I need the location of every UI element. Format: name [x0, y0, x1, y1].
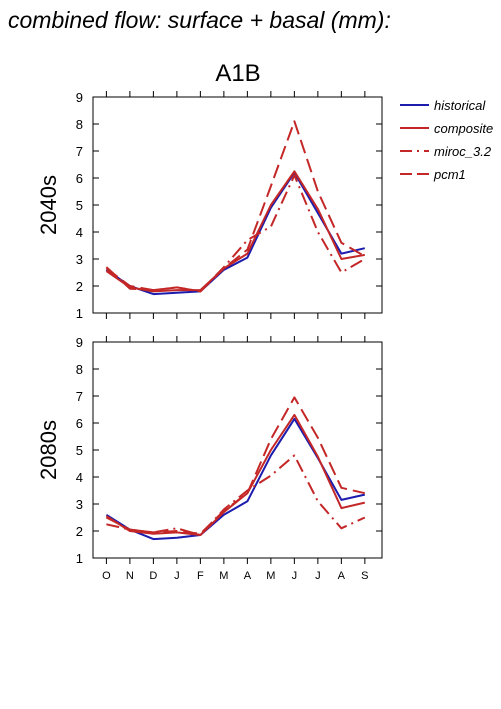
panel-title: A1B	[215, 60, 260, 87]
legend-label-composite: composite	[434, 121, 493, 136]
y-tick-label: 5	[76, 198, 83, 213]
series-line-composite	[105, 413, 366, 536]
series-line-composite	[105, 170, 365, 293]
x-tick-label: D	[149, 570, 157, 582]
legend-label-pcm1: pcm1	[433, 167, 466, 182]
x-tick-label: A	[338, 570, 346, 582]
chart-panel-2040s: 1 2 3 4 5 6 7 8 9	[76, 90, 383, 321]
y-tick-label: 4	[76, 225, 83, 240]
row-label-top: 2040s	[36, 175, 61, 235]
y-tick-label: 2	[76, 524, 83, 539]
page-title: combined flow: surface + basal (mm):	[8, 7, 391, 33]
y-tick-label: 6	[76, 171, 83, 186]
y-tick-label: 1	[76, 306, 83, 321]
row-label-bottom: 2080s	[36, 420, 61, 480]
series-line-pcm1	[105, 396, 366, 535]
y-tick-label: 8	[76, 117, 83, 132]
series-line-historical	[105, 417, 366, 541]
series-line-miroc-3-2	[106, 454, 366, 536]
y-tick-label: 2	[76, 279, 83, 294]
x-tick-label: J	[174, 570, 180, 582]
legend-label-miroc-3-2: miroc_3.2	[434, 144, 492, 159]
plot-frame	[92, 96, 383, 314]
x-tick-label: F	[197, 570, 204, 582]
x-tick-label: S	[361, 570, 368, 582]
y-tick-label: 9	[76, 335, 83, 350]
y-tick-label: 3	[76, 252, 83, 267]
y-tick-label: 5	[76, 443, 83, 458]
x-tick-label: O	[102, 570, 111, 582]
y-tick-label: 6	[76, 416, 83, 431]
y-tick-label: 4	[76, 470, 83, 485]
x-tick-label: J	[292, 570, 298, 582]
series-line-pcm1	[105, 120, 366, 293]
y-tick-label: 9	[76, 90, 83, 105]
x-tick-label: M	[219, 570, 228, 582]
series-line-miroc-3-2	[105, 174, 366, 293]
chart-panel-2080s: 1 2 3 4 5 6 7 8 9 O N D J F M A M J J A S	[76, 335, 383, 582]
x-tick-label: J	[315, 570, 321, 582]
x-tick-label: M	[266, 570, 275, 582]
y-tick-label: 7	[76, 144, 83, 159]
legend: historical composite miroc_3.2 pcm1	[400, 98, 493, 182]
series-line-historical	[105, 171, 366, 296]
y-tick-label: 1	[76, 551, 83, 566]
x-tick-label: N	[126, 570, 134, 582]
legend-label-historical: historical	[434, 98, 486, 113]
x-tick-label: A	[244, 570, 252, 582]
y-tick-label: 7	[76, 389, 83, 404]
y-tick-label: 3	[76, 497, 83, 512]
y-tick-label: 8	[76, 362, 83, 377]
